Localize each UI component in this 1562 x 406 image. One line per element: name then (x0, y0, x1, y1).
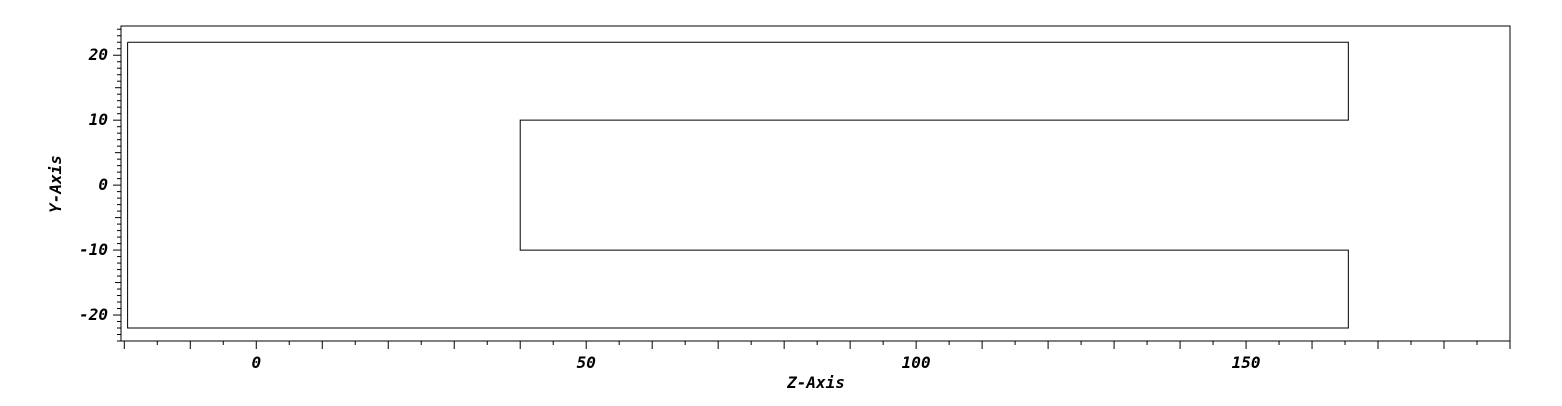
y-tick-label: -20 (79, 305, 108, 324)
y-axis-ticks: -20 -10 0 10 20 (79, 28, 121, 342)
y-axis-label: Y-Axis (46, 155, 65, 213)
series-outline (127, 41, 1349, 329)
x-tick-label: 100 (902, 353, 931, 372)
x-axis-label: Z-Axis (786, 373, 845, 392)
y-tick-label: 10 (89, 110, 108, 129)
series-layer (127, 41, 1349, 329)
plot-frame (120, 25, 1511, 342)
y-tick-label: 0 (98, 175, 108, 194)
x-axis-ticks: 0 50 100 150 (123, 341, 1511, 372)
y-tick-label: -10 (79, 240, 108, 259)
x-tick-label: 0 (251, 353, 261, 372)
x-tick-label: 150 (1232, 353, 1261, 372)
x-tick-label: 50 (577, 353, 596, 372)
y-tick-label: 20 (88, 45, 108, 64)
